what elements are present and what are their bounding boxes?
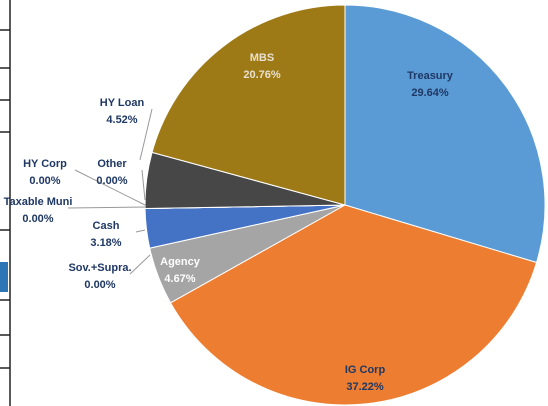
slice-value-label: 20.76% <box>243 69 281 81</box>
leader-line <box>67 206 146 209</box>
slice-label: Taxable Muni <box>4 196 73 208</box>
slice-label: MBS <box>250 52 274 64</box>
slice-value-label: 4.52% <box>106 114 137 126</box>
slice-value-label: 0.00% <box>96 175 127 187</box>
leader-line <box>129 254 151 275</box>
leader-line <box>141 169 146 201</box>
slice-label: IG Corp <box>345 364 386 376</box>
slice-label: Other <box>97 158 127 170</box>
slice-value-label: 37.22% <box>346 381 384 393</box>
slice-label: Cash <box>93 220 120 232</box>
slice-value-label: 3.18% <box>90 237 121 249</box>
table-highlight <box>0 262 8 292</box>
slice-label: Sov.+Supra. <box>68 262 131 274</box>
slice-value-label: 4.67% <box>164 273 195 285</box>
slice-label: Treasury <box>407 70 454 82</box>
left-table-edge <box>0 0 11 406</box>
slice-value-label: 29.64% <box>411 87 449 99</box>
pie-slice <box>151 4 346 206</box>
slice-value-label: 0.00% <box>29 175 60 187</box>
leader-line <box>74 169 146 206</box>
leader-line <box>139 108 153 161</box>
slice-label: HY Corp <box>23 158 67 170</box>
pie-slice <box>344 4 546 264</box>
pie-slice <box>169 204 538 406</box>
leader-line <box>135 229 146 233</box>
slice-label: Agency <box>160 256 201 268</box>
slice-value-label: 0.00% <box>22 213 53 225</box>
slice-value-label: 0.00% <box>84 279 115 291</box>
slice-label: HY Loan <box>100 97 145 109</box>
